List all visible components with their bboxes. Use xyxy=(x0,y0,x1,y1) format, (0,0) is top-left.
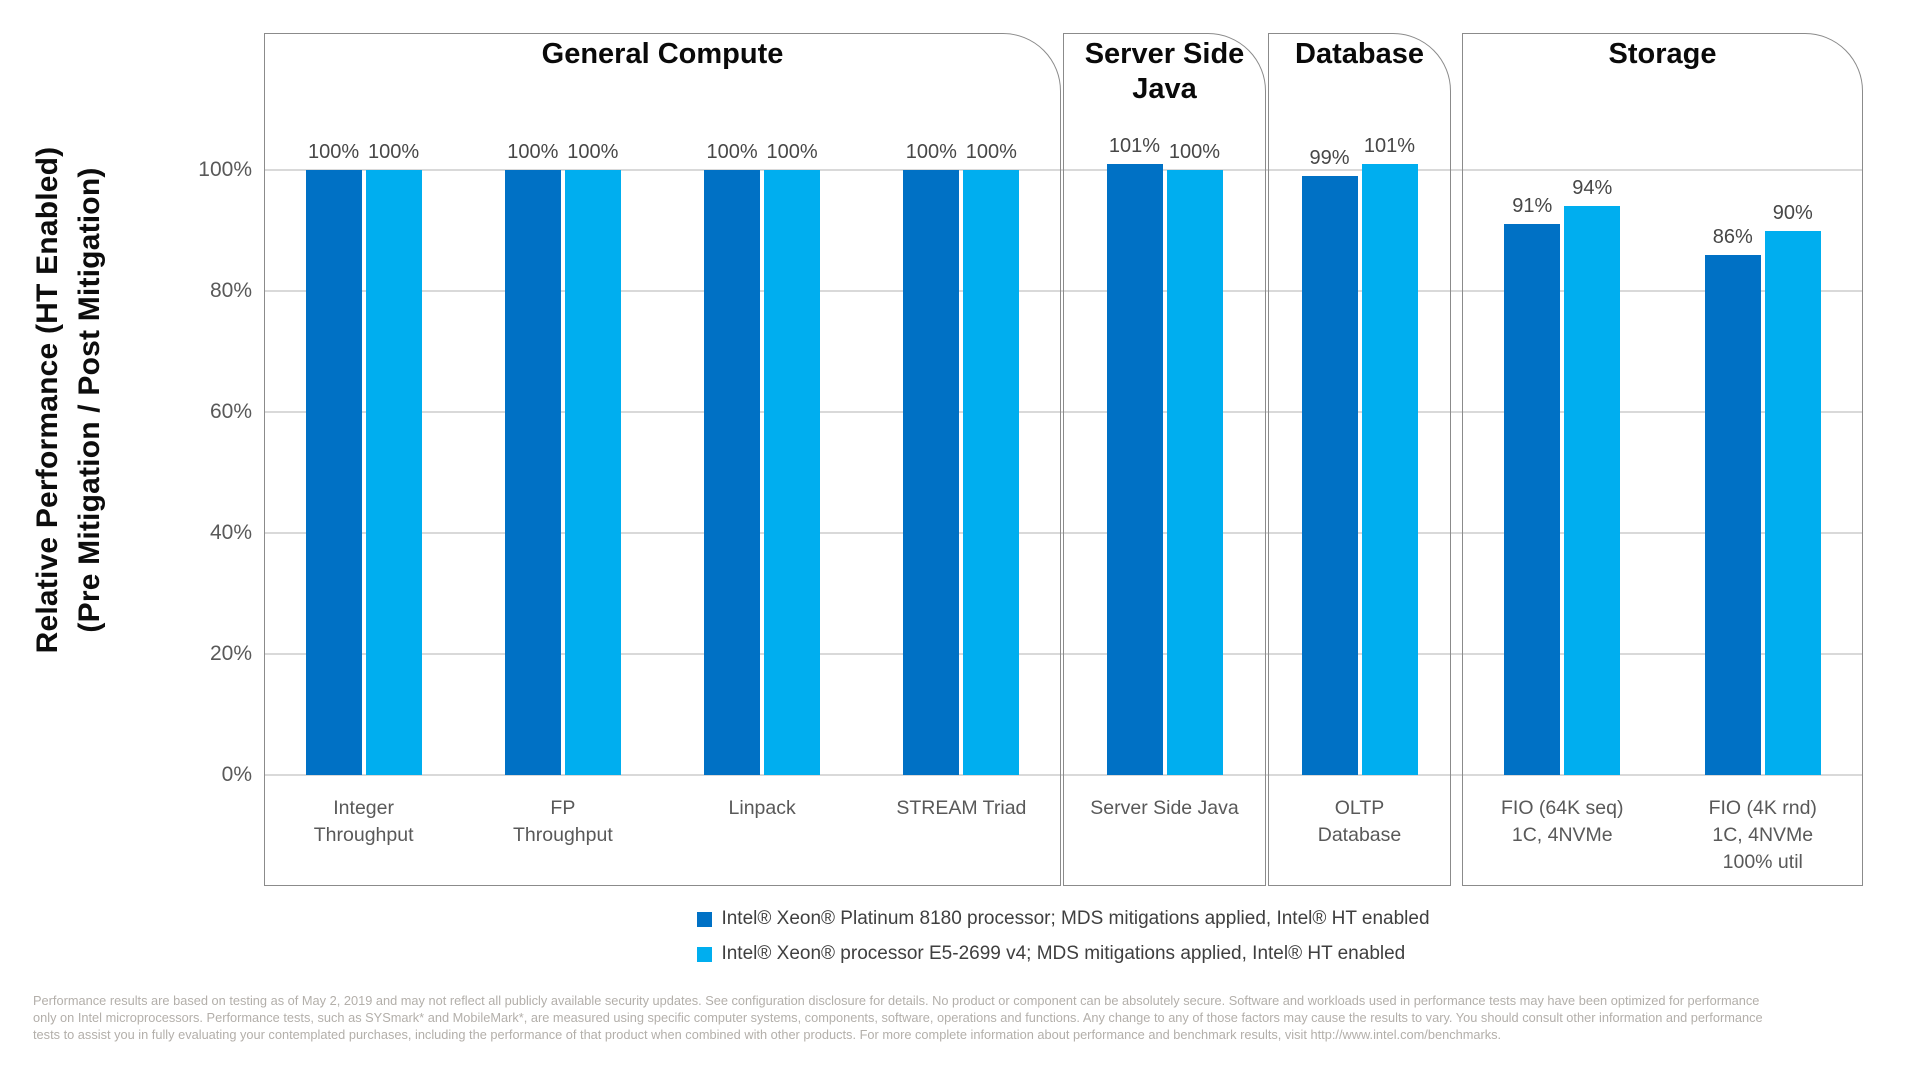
panel-database xyxy=(1268,33,1451,886)
category-label-line: Throughput xyxy=(513,824,613,846)
y-axis-title-line1: Relative Performance (HT Enabled) xyxy=(31,146,64,654)
y-tick-60: 60% xyxy=(209,400,252,423)
category-label-linpack: Linpack xyxy=(652,795,872,822)
value-label-series1-server-side-java: 101% xyxy=(1108,134,1161,157)
bar-series1-fio-4k-rnd xyxy=(1704,254,1761,775)
legend-item-series1: Intel® Xeon® Platinum 8180 processor; MD… xyxy=(697,906,1430,932)
bar-series2-fp-throughput xyxy=(564,170,621,775)
category-label-line: FIO (4K rnd) xyxy=(1708,797,1817,819)
bar-series1-oltp-database xyxy=(1301,176,1358,775)
value-label-series1-fio-64k-seq: 91% xyxy=(1512,195,1553,218)
footnote-line-2: only on Intel microprocessors. Performan… xyxy=(33,1010,1763,1025)
value-label-series2-fio-64k-seq: 94% xyxy=(1572,177,1613,200)
panel-title-general-compute: General Compute xyxy=(541,38,784,70)
y-axis-title: Relative Performance (HT Enabled) (Pre M… xyxy=(27,50,117,750)
y-tick-40: 40% xyxy=(209,521,252,544)
value-label-series2-integer-throughput: 100% xyxy=(368,141,420,163)
value-label-series2-fp-throughput: 100% xyxy=(567,141,619,163)
category-label-line: 1C, 4NVMe xyxy=(1511,824,1613,846)
value-label-series1-fp-throughput: 100% xyxy=(507,141,559,163)
legend-label-series1: Intel® Xeon® Platinum 8180 processor; MD… xyxy=(721,908,1430,929)
category-label-fp-throughput: FP Throughput xyxy=(453,795,673,849)
bar-series1-integer-throughput xyxy=(305,170,362,775)
panel-general-compute xyxy=(264,33,1061,886)
y-tick-20: 20% xyxy=(209,642,252,665)
legend-item-series2: Intel® Xeon® processor E5-2699 v4; MDS m… xyxy=(697,941,1429,967)
category-label-line: OLTP xyxy=(1334,797,1385,819)
legend-swatch-icon-series1 xyxy=(697,911,713,927)
category-label-line: Database xyxy=(1317,824,1402,846)
value-label-series2-server-side-java: 100% xyxy=(1168,141,1221,163)
legend: Intel® Xeon® Platinum 8180 processor; MD… xyxy=(264,906,1863,976)
bar-series2-linpack xyxy=(764,170,821,775)
category-label-line: FIO (64K seq) xyxy=(1501,797,1624,819)
value-label-series1-fio-4k-rnd: 86% xyxy=(1712,225,1753,248)
footnote-line-3: tests to assist you in fully evaluating … xyxy=(33,1027,1502,1042)
y-axis-title-line2: (Pre Mitigation / Post Mitigation) xyxy=(73,167,106,633)
category-label-line: Server Side Java xyxy=(1090,797,1239,819)
legend-label-series2: Intel® Xeon® processor E5-2699 v4; MDS m… xyxy=(721,943,1406,964)
legend-block: Intel® Xeon® Platinum 8180 processor; MD… xyxy=(697,906,1430,976)
category-label-line: Integer xyxy=(333,797,394,819)
category-label-stream-triad: STREAM Triad xyxy=(851,795,1071,822)
bar-series1-fp-throughput xyxy=(504,170,561,775)
bar-series2-stream-triad xyxy=(963,170,1020,775)
category-label-integer-throughput: Integer Throughput xyxy=(254,795,474,849)
bar-series2-server-side-java xyxy=(1166,170,1223,775)
panel-server-side-java xyxy=(1063,33,1266,886)
value-label-series2-fio-4k-rnd: 90% xyxy=(1772,201,1813,224)
bar-series1-server-side-java xyxy=(1106,163,1163,775)
panel-title-storage: Storage xyxy=(1608,38,1717,70)
category-label-line: Linpack xyxy=(728,797,796,819)
bar-series2-oltp-database xyxy=(1361,163,1418,775)
category-label-line: FP xyxy=(550,797,576,819)
category-label-fio-4k-rnd: FIO (4K rnd) 1C, 4NVMe 100% util xyxy=(1653,795,1873,876)
category-label-server-side-java: Server Side Java xyxy=(1055,795,1275,822)
value-label-series2-stream-triad: 100% xyxy=(965,141,1017,163)
category-label-fio-64k-seq: FIO (64K seq) 1C, 4NVMe xyxy=(1452,795,1672,849)
category-label-line: 1C, 4NVMe xyxy=(1712,824,1814,846)
value-label-series2-linpack: 100% xyxy=(766,141,818,163)
y-tick-80: 80% xyxy=(209,279,252,302)
y-tick-100: 100% xyxy=(198,158,252,181)
value-label-series2-oltp-database: 101% xyxy=(1363,134,1416,157)
footnote: Performance results are based on testing… xyxy=(33,992,1903,1043)
category-label-line: STREAM Triad xyxy=(896,797,1027,819)
panel-title-server-side-java: Server Side Java xyxy=(1084,38,1245,105)
bar-series1-linpack xyxy=(704,170,761,775)
value-label-series1-linpack: 100% xyxy=(706,141,758,163)
bar-series2-fio-4k-rnd xyxy=(1764,230,1821,775)
value-label-series1-stream-triad: 100% xyxy=(905,141,957,163)
value-label-series1-oltp-database: 99% xyxy=(1309,147,1350,170)
category-label-line: Throughput xyxy=(313,824,414,846)
category-label-oltp-database: OLTP Database xyxy=(1250,795,1470,849)
panel-title-database: Database xyxy=(1295,38,1424,70)
y-tick-0: 0% xyxy=(221,763,252,786)
bar-series2-integer-throughput xyxy=(365,170,422,775)
bar-series1-stream-triad xyxy=(903,170,960,775)
legend-swatch-icon-series2 xyxy=(697,946,713,962)
value-label-series1-integer-throughput: 100% xyxy=(308,141,360,163)
category-label-line: 100% util xyxy=(1722,851,1803,873)
footnote-line-1: Performance results are based on testing… xyxy=(33,993,1760,1008)
bar-series1-fio-64k-seq xyxy=(1504,224,1561,775)
bar-series2-fio-64k-seq xyxy=(1564,206,1621,775)
panel-storage xyxy=(1462,33,1863,886)
